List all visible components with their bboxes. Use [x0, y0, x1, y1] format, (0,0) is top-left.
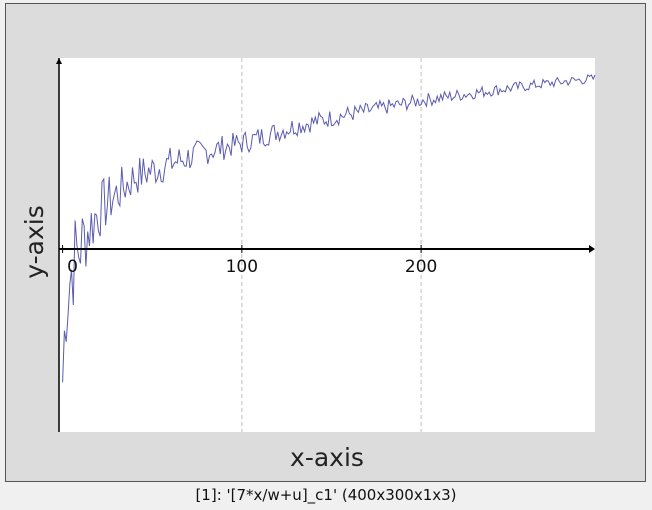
line-chart: 0 100 200 x-axis y-axis [20, 58, 596, 472]
x-tick-label: 0 [67, 257, 78, 277]
x-axis-title: x-axis [290, 443, 364, 472]
plot-area [59, 58, 595, 432]
y-axis-arrow [56, 58, 62, 64]
series-line [62, 74, 596, 383]
x-axis-arrow [589, 245, 595, 253]
x-tick-label: 200 [405, 257, 437, 277]
y-axis-title: y-axis [20, 205, 49, 278]
grid-lines [241, 58, 422, 432]
x-tick-label: 100 [226, 257, 258, 277]
axes [56, 58, 595, 432]
x-tick-labels: 0 100 200 [62, 245, 437, 277]
image-caption: [1]: '[7*x/w+u]_c1' (400x300x1x3) [195, 486, 457, 504]
